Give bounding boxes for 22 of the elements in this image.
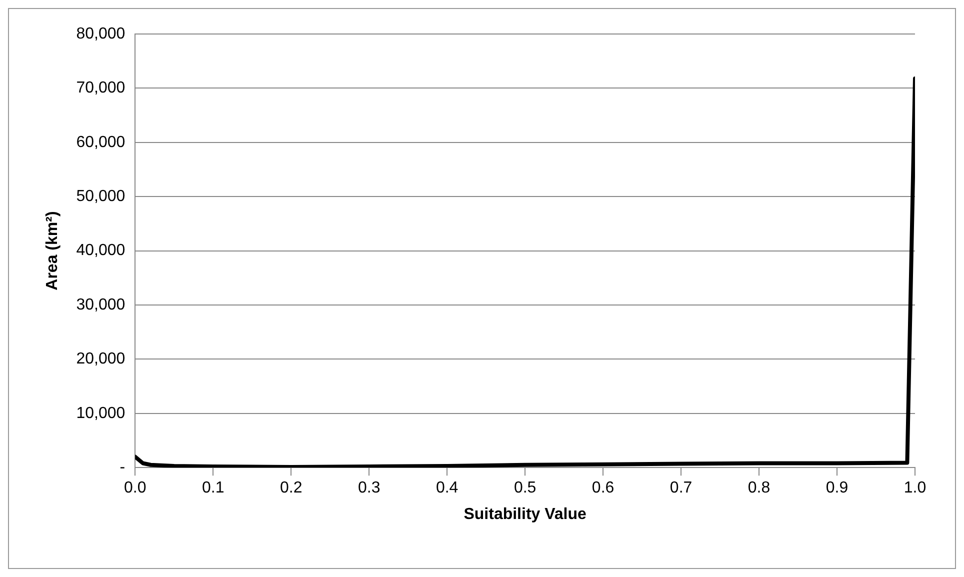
x-tick-label: 0.4 [436, 480, 458, 497]
y-tick-label: 80,000 [76, 25, 126, 42]
x-tick-label: 0.3 [358, 480, 380, 497]
x-tick-label: 0.5 [514, 480, 536, 497]
x-tick-label: 0.6 [592, 480, 614, 497]
x-tick-label: 1.0 [904, 480, 926, 497]
x-tick-label: 0.8 [748, 480, 770, 497]
y-tick-label: 20,000 [76, 350, 126, 368]
y-tick-label: 70,000 [76, 80, 126, 97]
x-axis-title: Suitability Value [464, 506, 587, 523]
x-tick-label: 0.9 [826, 480, 848, 497]
x-tick-label: 0.7 [670, 480, 692, 497]
y-tick-label: 30,000 [76, 296, 126, 314]
y-tick-label: 40,000 [76, 242, 126, 260]
x-tick-label: 0.1 [202, 480, 224, 497]
x-tick-label: 0.2 [280, 480, 302, 497]
y-tick-label: 60,000 [76, 134, 126, 151]
y-axis-title: Area (km²) [44, 211, 62, 290]
y-tick-label: 50,000 [76, 188, 126, 206]
y-tick-label: - [120, 459, 126, 476]
x-tick-label: 0.0 [124, 480, 146, 497]
y-tick-label: 10,000 [76, 404, 126, 422]
